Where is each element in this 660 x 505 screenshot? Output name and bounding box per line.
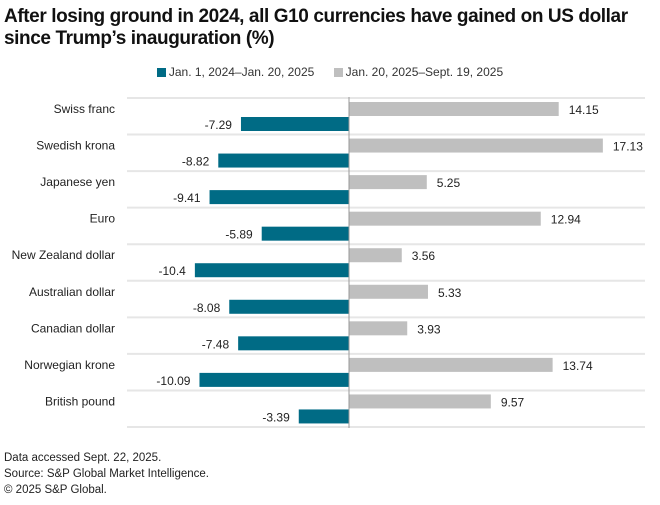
category-label: Australian dollar bbox=[29, 285, 115, 299]
bar-2025 bbox=[349, 321, 408, 336]
bar-2024 bbox=[199, 372, 349, 387]
category-label: Canadian dollar bbox=[31, 321, 115, 335]
category-label: Norwegian krone bbox=[24, 358, 115, 372]
bar-2024 bbox=[238, 336, 349, 351]
bar-2025 bbox=[349, 102, 559, 116]
bar-2024 bbox=[298, 409, 349, 424]
data-label-2025: 14.15 bbox=[569, 103, 599, 117]
data-label-2025: 5.33 bbox=[438, 286, 462, 300]
footer: Data accessed Sept. 22, 2025. Source: S&… bbox=[4, 450, 209, 498]
data-label-2025: 5.25 bbox=[437, 176, 461, 190]
data-label-2024: -10.4 bbox=[159, 264, 187, 278]
category-label: Japanese yen bbox=[40, 175, 115, 189]
legend-label-2024: Jan. 1, 2024–Jan. 20, 2025 bbox=[168, 65, 315, 79]
legend-item-2025: Jan. 20, 2025–Sept. 19, 2025 bbox=[333, 65, 504, 79]
category-label: New Zealand dollar bbox=[12, 248, 115, 262]
bar-2025 bbox=[349, 211, 541, 226]
bar-2025 bbox=[349, 284, 428, 299]
data-label-2025: 3.93 bbox=[417, 322, 441, 336]
footer-copyright: © 2025 S&P Global. bbox=[4, 484, 107, 496]
chart-title: After losing ground in 2024, all G10 cur… bbox=[4, 6, 628, 49]
bar-2025 bbox=[349, 357, 553, 372]
data-label-2024: -3.39 bbox=[262, 410, 290, 424]
category-label: British pound bbox=[45, 394, 115, 408]
bar-2025 bbox=[349, 175, 427, 190]
legend-label-2025: Jan. 20, 2025–Sept. 19, 2025 bbox=[345, 65, 504, 79]
bar-2024 bbox=[261, 226, 349, 241]
data-label-2025: 9.57 bbox=[501, 395, 525, 409]
category-label: Swedish krona bbox=[36, 139, 115, 153]
data-label-2025: 12.94 bbox=[551, 213, 581, 227]
bar-2024 bbox=[194, 263, 349, 278]
footer-source: Source: S&P Global Market Intelligence. bbox=[4, 468, 209, 480]
bar-2025 bbox=[349, 138, 603, 153]
legend-swatch-2024 bbox=[156, 67, 166, 77]
data-label-2025: 13.74 bbox=[563, 359, 593, 373]
data-label-2024: -7.29 bbox=[205, 118, 233, 132]
category-label: Euro bbox=[90, 212, 116, 226]
bar-2025 bbox=[349, 394, 491, 409]
data-label-2024: -9.41 bbox=[173, 191, 201, 205]
data-label-2024: -8.08 bbox=[193, 301, 221, 315]
category-label: Swiss franc bbox=[54, 102, 115, 116]
bar-2024 bbox=[229, 299, 349, 314]
data-label-2024: -10.09 bbox=[156, 374, 190, 388]
bar-2024 bbox=[209, 190, 349, 205]
legend-swatch-2025 bbox=[333, 67, 343, 77]
legend: Jan. 1, 2024–Jan. 20, 2025 Jan. 20, 2025… bbox=[0, 65, 660, 80]
data-label-2024: -7.48 bbox=[202, 337, 230, 351]
data-label-2025: 3.56 bbox=[412, 249, 436, 263]
data-label-2025: 17.13 bbox=[613, 140, 643, 154]
data-label-2024: -5.89 bbox=[225, 228, 253, 242]
legend-item-2024: Jan. 1, 2024–Jan. 20, 2025 bbox=[156, 65, 315, 79]
bar-2025 bbox=[349, 248, 402, 263]
bar-2024 bbox=[240, 117, 349, 131]
data-label-2024: -8.82 bbox=[182, 155, 210, 169]
footer-data-accessed: Data accessed Sept. 22, 2025. bbox=[4, 452, 162, 464]
bar-2024 bbox=[218, 153, 349, 168]
